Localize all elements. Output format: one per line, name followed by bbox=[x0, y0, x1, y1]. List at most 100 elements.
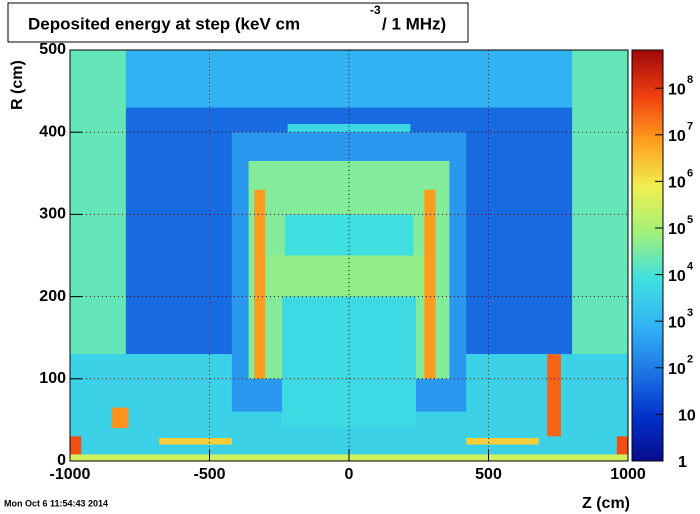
colorbar-step bbox=[632, 279, 663, 284]
colorbar-step bbox=[632, 423, 663, 428]
heat-cell bbox=[466, 437, 539, 445]
colorbar-step bbox=[632, 382, 663, 387]
colorbar-step bbox=[632, 87, 663, 92]
colorbar-step bbox=[632, 152, 663, 157]
colorbar-step bbox=[632, 454, 663, 459]
colorbar-step bbox=[632, 77, 663, 82]
colorbar-step bbox=[632, 142, 663, 147]
colorbar-step bbox=[632, 197, 663, 202]
colorbar-step bbox=[632, 214, 663, 219]
colorbar-step bbox=[632, 395, 663, 400]
x-tick-label: 500 bbox=[475, 466, 502, 483]
colorbar-tick-label: 10 bbox=[678, 408, 696, 425]
y-tick-label: 400 bbox=[39, 123, 66, 140]
plot-frame bbox=[69, 49, 629, 462]
colorbar-step bbox=[632, 50, 663, 54]
colorbar-step bbox=[632, 200, 663, 205]
heat-cell bbox=[111, 407, 129, 429]
colorbar-step bbox=[632, 385, 663, 390]
colorbar-step bbox=[632, 80, 663, 85]
colorbar-step bbox=[632, 255, 663, 260]
chart-title-end: / 1 MHz) bbox=[382, 14, 446, 33]
colorbar-step bbox=[632, 402, 663, 407]
colorbar-step bbox=[632, 111, 663, 116]
colorbar-tick-sup: 8 bbox=[687, 74, 693, 86]
x-axis-label: Z (cm) bbox=[582, 495, 630, 512]
colorbar-step bbox=[632, 265, 663, 270]
title-box bbox=[7, 2, 469, 43]
colorbar-step bbox=[632, 282, 663, 287]
colorbar-tick-label: 10 bbox=[668, 314, 686, 331]
colorbar-step bbox=[632, 60, 663, 65]
y-axis-label: R (cm) bbox=[9, 60, 26, 110]
colorbar-step bbox=[632, 139, 663, 143]
colorbar-step bbox=[632, 145, 663, 150]
colorbar-step bbox=[632, 183, 663, 188]
heat-cell bbox=[287, 123, 411, 133]
colorbar-step bbox=[632, 392, 663, 397]
colorbar-step bbox=[632, 176, 663, 181]
colorbar-step bbox=[632, 210, 663, 215]
colorbar-step bbox=[632, 169, 663, 174]
colorbar-step bbox=[632, 409, 663, 414]
colorbar-step bbox=[632, 327, 663, 332]
colorbar-step bbox=[632, 433, 663, 438]
colorbar-tick-label: 1 bbox=[678, 454, 687, 471]
colorbar-step bbox=[632, 262, 663, 267]
colorbar-step bbox=[632, 101, 663, 106]
colorbar-step bbox=[632, 190, 663, 195]
y-tick-label: 500 bbox=[39, 41, 66, 58]
colorbar-step bbox=[632, 306, 663, 311]
y-tick-label: 100 bbox=[39, 370, 66, 387]
colorbar-step bbox=[632, 430, 663, 435]
colorbar-step bbox=[632, 296, 663, 301]
colorbar-step bbox=[632, 269, 663, 274]
colorbar-step bbox=[632, 371, 663, 376]
colorbar-step bbox=[632, 406, 663, 411]
colorbar-step bbox=[632, 330, 663, 335]
heat-cell bbox=[547, 354, 562, 437]
colorbar-step bbox=[632, 115, 663, 119]
colorbar-tick-label: 10 bbox=[668, 361, 686, 378]
colorbar-step bbox=[632, 300, 663, 304]
colorbar-frame bbox=[631, 49, 664, 462]
colorbar-step bbox=[632, 344, 663, 349]
x-tick-label: 0 bbox=[345, 466, 354, 483]
colorbar-tick-sup: 4 bbox=[687, 261, 694, 273]
colorbar-step bbox=[632, 159, 663, 164]
heat-cell bbox=[424, 189, 436, 379]
colorbar-tick-label: 10 bbox=[668, 81, 686, 98]
colorbar-step bbox=[632, 245, 663, 250]
colorbar-step bbox=[632, 221, 663, 226]
colorbar-step bbox=[632, 104, 663, 109]
colorbar-step bbox=[632, 341, 663, 346]
colorbar-step bbox=[632, 234, 663, 239]
chart-title: Deposited energy at step (keV cm bbox=[28, 14, 300, 33]
colorbar-step bbox=[632, 313, 663, 318]
colorbar-step bbox=[632, 317, 663, 322]
colorbar-step bbox=[632, 132, 663, 137]
colorbar-step bbox=[632, 258, 663, 263]
colorbar-step bbox=[632, 63, 663, 68]
colorbar-step bbox=[632, 67, 663, 72]
colorbar-step bbox=[632, 73, 663, 78]
x-tick-label: -500 bbox=[193, 466, 225, 483]
colorbar-step bbox=[632, 337, 663, 342]
colorbar-step bbox=[632, 320, 663, 325]
colorbar-tick-sup: 2 bbox=[687, 354, 693, 366]
colorbar-step bbox=[632, 351, 663, 356]
colorbar-step bbox=[632, 286, 663, 291]
colorbar-step bbox=[632, 248, 663, 253]
plot-area bbox=[70, 50, 628, 461]
heat-cell bbox=[262, 255, 433, 297]
colorbar-step bbox=[632, 289, 663, 294]
heat-cell bbox=[70, 436, 82, 461]
colorbar-step bbox=[632, 276, 663, 280]
colorbar-step bbox=[632, 399, 663, 404]
colorbar-step bbox=[632, 437, 663, 441]
colorbar-step bbox=[632, 426, 663, 431]
colorbar-step bbox=[632, 231, 663, 236]
colorbar-step bbox=[632, 118, 663, 123]
colorbar-step bbox=[632, 135, 663, 140]
